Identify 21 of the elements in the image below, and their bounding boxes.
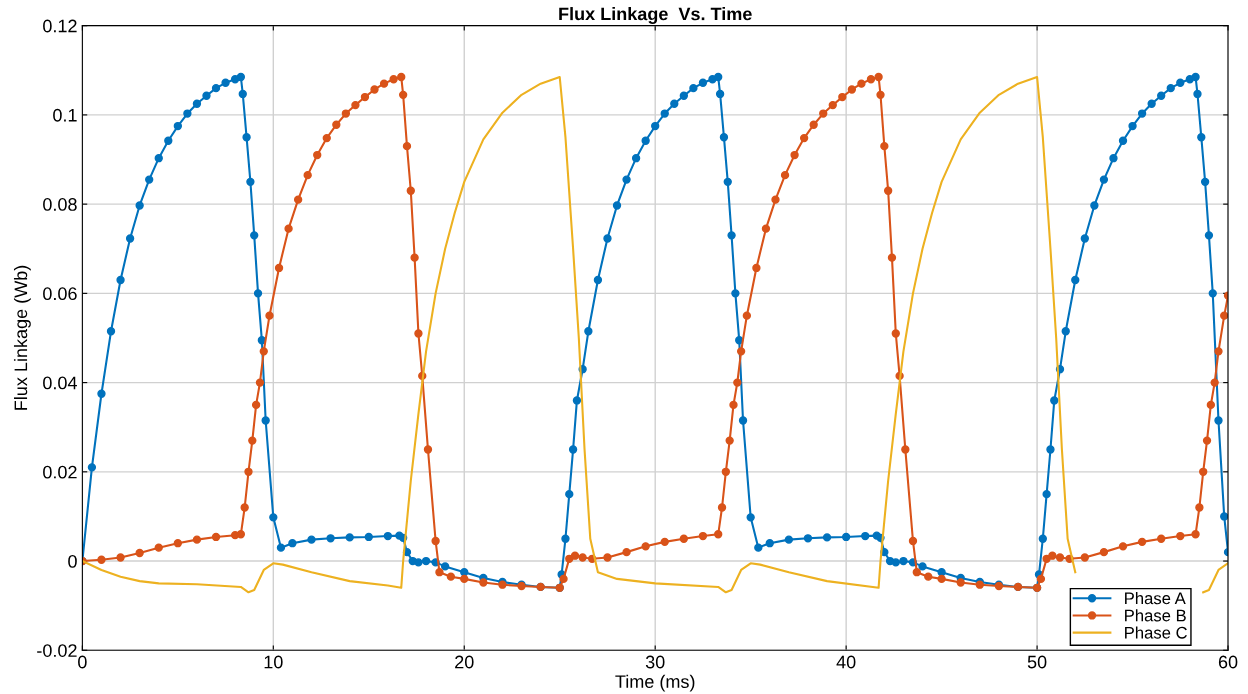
y-tick-label: 0.06 bbox=[43, 287, 77, 301]
x-tick-label: 0 bbox=[78, 655, 87, 669]
y-tick-label: 0.08 bbox=[43, 198, 77, 211]
legend-label: Phase B bbox=[1125, 609, 1186, 622]
y-tick-label: -0.02 bbox=[37, 644, 77, 657]
x-tick-label: 60 bbox=[1218, 655, 1238, 669]
x-tick-label: 30 bbox=[645, 655, 665, 669]
x-tick-label: 50 bbox=[1027, 655, 1047, 669]
legend-label: Phase C bbox=[1125, 626, 1187, 639]
y-tick-label: 0 bbox=[68, 554, 77, 568]
y-tick-label: 0.1 bbox=[53, 108, 77, 122]
x-axis-title: Time (ms) bbox=[615, 674, 695, 692]
legend-label: Phase A bbox=[1125, 592, 1186, 605]
x-tick-label: 40 bbox=[836, 655, 856, 669]
x-tick-label: 10 bbox=[264, 655, 283, 669]
y-tick-label: 0.02 bbox=[43, 465, 77, 479]
y-tick-label: 0.04 bbox=[43, 376, 77, 390]
x-tick-label: 20 bbox=[455, 655, 474, 669]
chart-title: Flux Linkage Vs. Time bbox=[559, 7, 752, 24]
y-tick-label: 0.12 bbox=[43, 19, 77, 33]
y-axis-title: Flux Linkage (Wb) bbox=[13, 265, 31, 410]
